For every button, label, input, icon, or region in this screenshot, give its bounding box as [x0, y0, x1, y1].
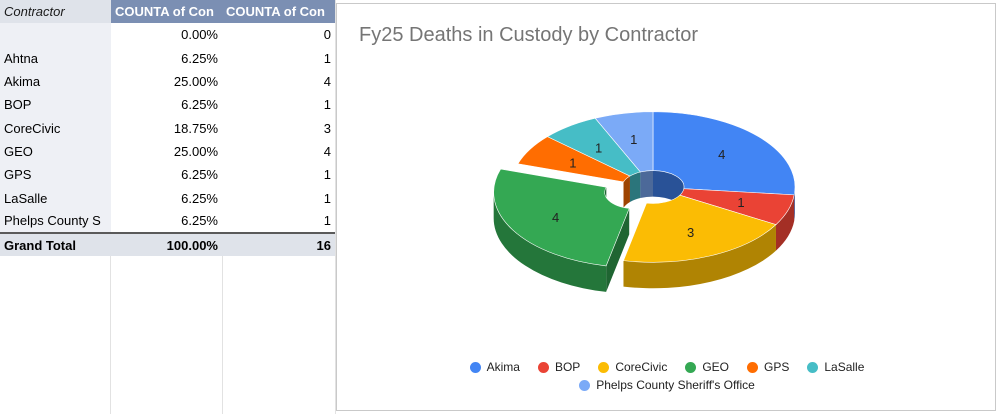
legend-swatch-icon	[469, 361, 481, 373]
slice-value-label: 1	[630, 132, 637, 147]
donut-inner-wall	[629, 171, 641, 203]
legend-item[interactable]: GEO	[685, 358, 729, 376]
header-counta-percent[interactable]: COUNTA of Con	[111, 0, 222, 24]
slice-value-label: 4	[718, 147, 725, 162]
legend-row: Phelps County Sheriff's Office	[407, 376, 927, 394]
pie-slice-geo[interactable]	[493, 168, 630, 267]
pivot-table: Contractor COUNTA of Con COUNTA of Con 0…	[0, 0, 335, 257]
donut-cut-face	[606, 208, 630, 292]
donut-outer-wall	[493, 192, 607, 292]
chart-title: Fy25 Deaths in Custody by Contractor	[359, 24, 699, 46]
row-percent[interactable]: 6.25%	[111, 46, 222, 70]
grand-total-row: Grand Total 100.00% 16	[0, 231, 335, 257]
row-contractor[interactable]: Ahtna	[0, 46, 111, 70]
pie-slice-akima[interactable]	[652, 111, 796, 196]
table-row: LaSalle 6.25% 1	[0, 186, 335, 210]
header-contractor[interactable]: Contractor	[0, 0, 111, 24]
table-row: GEO 25.00% 4	[0, 139, 335, 164]
legend-label: CoreCivic	[615, 360, 668, 374]
row-percent[interactable]: 18.75%	[111, 116, 222, 140]
table-row: 0.00% 0	[0, 23, 335, 47]
legend-item[interactable]: GPS	[747, 358, 789, 376]
donut-outer-wall	[794, 187, 795, 221]
row-count[interactable]: 1	[222, 163, 335, 187]
pie-slice-corecivic[interactable]	[623, 194, 777, 263]
slice-value-label: 1	[737, 195, 744, 210]
row-percent[interactable]: 6.25%	[111, 209, 222, 233]
legend-item[interactable]: LaSalle	[807, 358, 864, 376]
row-percent[interactable]: 6.25%	[111, 93, 222, 117]
row-percent[interactable]: 25.00%	[111, 139, 222, 164]
row-count[interactable]: 4	[222, 69, 335, 94]
table-row: BOP 6.25% 1	[0, 93, 335, 117]
slice-value-label: 1	[569, 155, 576, 170]
slice-value-label: 3	[687, 225, 694, 240]
legend-label: GEO	[702, 360, 729, 374]
row-contractor[interactable]: BOP	[0, 93, 111, 117]
row-contractor[interactable]: Akima	[0, 69, 111, 94]
donut-outer-wall	[775, 194, 795, 251]
chart-legend: Akima BOP CoreCivic GEO GPS LaSalle Phelps Cou…	[407, 358, 927, 394]
legend-swatch-icon	[598, 361, 610, 373]
table-row: CoreCivic 18.75% 3	[0, 116, 335, 140]
row-count[interactable]: 1	[222, 186, 335, 210]
legend-swatch-icon	[537, 361, 549, 373]
pivot-table-sheet: Contractor COUNTA of Con COUNTA of Con 0…	[0, 0, 336, 414]
grand-total-count[interactable]: 16	[222, 231, 335, 257]
donut-inner-wall	[623, 176, 630, 208]
slice-value-label: 1	[595, 140, 602, 155]
row-count[interactable]: 1	[222, 93, 335, 117]
row-contractor[interactable]: CoreCivic	[0, 116, 111, 140]
table-row: Ahtna 6.25% 1	[0, 46, 335, 70]
row-contractor[interactable]: Phelps County S	[0, 209, 111, 233]
row-contractor[interactable]: LaSalle	[0, 186, 111, 210]
row-percent[interactable]: 0.00%	[111, 23, 222, 47]
row-count[interactable]: 4	[222, 139, 335, 164]
table-row: GPS 6.25% 1	[0, 163, 335, 187]
donut-inner-wall	[653, 170, 684, 213]
legend-item[interactable]: Phelps County Sheriff's Office	[579, 376, 755, 394]
legend-swatch-icon	[685, 361, 697, 373]
row-count[interactable]: 1	[222, 209, 335, 233]
grand-total-label[interactable]: Grand Total	[0, 231, 111, 257]
row-percent[interactable]: 25.00%	[111, 69, 222, 94]
pie-chart-card[interactable]: Fy25 Deaths in Custody by Contractor 4 1 3…	[336, 3, 996, 411]
legend-label: GPS	[764, 360, 790, 374]
row-contractor[interactable]: GEO	[0, 139, 111, 164]
legend-swatch-icon	[807, 361, 819, 373]
table-row: Akima 25.00% 4	[0, 69, 335, 94]
row-count[interactable]: 1	[222, 46, 335, 70]
row-count[interactable]: 3	[222, 116, 335, 140]
pivot-header-row: Contractor COUNTA of Con COUNTA of Con	[0, 0, 335, 24]
legend-swatch-icon	[579, 379, 591, 391]
donut-inner-wall	[640, 170, 653, 198]
legend-label: LaSalle	[824, 360, 865, 374]
row-percent[interactable]: 6.25%	[111, 163, 222, 187]
row-contractor[interactable]	[0, 23, 111, 47]
legend-label: Phelps County Sheriff's Office	[596, 378, 755, 392]
legend-label: BOP	[554, 360, 581, 374]
donut-outer-wall	[623, 224, 776, 289]
row-contractor[interactable]: GPS	[0, 163, 111, 187]
legend-swatch-icon	[747, 361, 758, 373]
grand-total-percent[interactable]: 100.00%	[111, 231, 222, 257]
row-count[interactable]: 0	[222, 23, 335, 47]
pie-chart-svg[interactable]: 4 1 3 4 1 1 1	[337, 4, 995, 354]
slice-value-label: 4	[552, 210, 559, 225]
legend-item[interactable]: BOP	[537, 358, 581, 376]
header-counta-count[interactable]: COUNTA of Con	[222, 0, 335, 24]
legend-item[interactable]: CoreCivic	[598, 358, 667, 376]
legend-item[interactable]: Akima	[469, 358, 520, 376]
pie-slice-phelps-county-sheriff-s-office[interactable]	[594, 111, 654, 173]
legend-label: Akima	[486, 360, 520, 374]
row-percent[interactable]: 6.25%	[111, 186, 222, 210]
table-row: Phelps County S 6.25% 1	[0, 209, 335, 233]
legend-row: Akima BOP CoreCivic GEO GPS LaSalle	[407, 358, 927, 376]
